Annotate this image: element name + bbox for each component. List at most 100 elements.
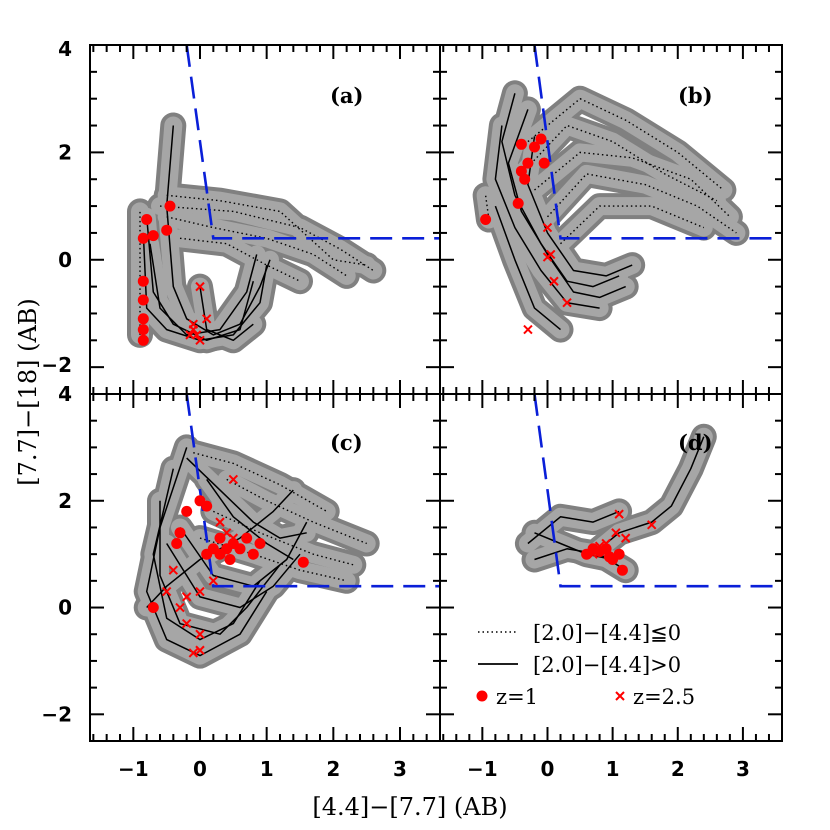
panel-c: (c)	[89, 393, 441, 742]
y-tick-label: 4	[58, 382, 72, 406]
z1-marker	[214, 532, 226, 544]
z1-marker	[254, 538, 266, 549]
z1-marker	[512, 197, 524, 209]
legend-dotted-label: [2.0]−[4.4]≦0	[533, 621, 681, 645]
dotted-track-4	[546, 173, 737, 234]
x-tick-label: −1	[118, 757, 149, 781]
z1-marker	[164, 200, 176, 212]
z1-marker	[522, 157, 534, 169]
tick-labels: −1 0 1 2 3 −1 0 1 2 3 −2 0 2 4 −2 0 2 4	[41, 37, 750, 781]
z25-marker-stroke	[620, 533, 631, 543]
legend: [2.0]−[4.4]≦0 [2.0]−[4.4]>0 z=1 z=2.5	[476, 621, 695, 709]
z25-marker	[620, 533, 631, 543]
x-tick-label: 0	[541, 757, 555, 781]
selection-wedge-line	[533, 394, 782, 588]
z1-marker	[137, 324, 149, 336]
z25-marker	[195, 281, 205, 292]
z25-marker	[614, 509, 624, 519]
z25-marker-stroke	[161, 586, 172, 597]
z1-marker	[137, 232, 149, 244]
panel-c-data	[133, 394, 440, 669]
solid-track-2	[507, 109, 626, 299]
panel-d-data	[514, 394, 782, 588]
z1-marker	[141, 214, 153, 225]
panel-d-frame	[439, 393, 783, 742]
z25-marker	[523, 324, 533, 335]
solid-track-4	[149, 243, 258, 336]
legend-z1-marker	[476, 690, 488, 702]
y-axis-title: [7.7]−[18] (AB)	[14, 298, 42, 486]
panel-d-ticks	[440, 393, 783, 742]
panel-a-data	[127, 45, 440, 354]
panel-a: (a)	[89, 44, 441, 395]
panel-c-ticks	[90, 393, 441, 742]
z25-marker-stroke	[195, 645, 205, 655]
z1-marker	[234, 543, 246, 555]
dotted-track-1	[226, 478, 367, 545]
panel-d-label: (d)	[678, 430, 713, 455]
z25-marker-stroke	[191, 330, 202, 340]
z1-marker	[613, 548, 625, 560]
z25-marker	[161, 586, 172, 597]
z25-marker-stroke	[208, 576, 219, 586]
y-tick-label: 2	[58, 489, 72, 513]
dotted-track-5	[560, 205, 705, 245]
y-tick-label: 2	[58, 140, 72, 164]
solid-track-3	[494, 125, 600, 309]
z25-marker-stroke	[614, 509, 624, 519]
z25-marker-stroke	[611, 528, 621, 538]
z25-marker-stroke	[546, 249, 556, 260]
z25-marker-stroke	[188, 324, 199, 335]
z25-marker-stroke	[542, 222, 553, 233]
z25-marker-stroke	[181, 592, 192, 602]
dotted-track-3	[166, 216, 348, 277]
z25-marker	[611, 528, 621, 538]
z1-marker	[247, 548, 259, 560]
y-tick-label: −2	[41, 353, 72, 377]
z1-marker	[603, 551, 615, 563]
z1-marker	[161, 224, 173, 236]
z25-marker	[201, 314, 212, 324]
z25-marker	[549, 276, 559, 286]
solid-track-1	[165, 125, 271, 336]
legend-z25-marker	[615, 691, 625, 701]
panel-d: (d)	[439, 393, 783, 742]
x-tick-label: 1	[260, 757, 274, 781]
x-tick-label: 2	[671, 757, 685, 781]
panel-b-ticks	[440, 44, 783, 395]
solid-track-2	[527, 510, 620, 545]
z1-marker	[529, 141, 540, 153]
panel-b-label: (b)	[678, 83, 713, 108]
z25-marker-stroke	[175, 602, 185, 613]
z25-marker	[175, 602, 185, 613]
x-tick-label: −1	[467, 757, 498, 781]
z25-marker-stroke	[215, 517, 225, 527]
z25-marker	[562, 298, 572, 308]
z1-marker	[535, 133, 547, 145]
z1-marker	[137, 275, 149, 287]
z1-marker	[174, 527, 186, 539]
z25-marker	[195, 335, 205, 346]
x-tick-label: 0	[193, 757, 207, 781]
z25-marker	[195, 645, 205, 655]
z25-marker	[208, 576, 219, 586]
z25-marker	[195, 629, 205, 639]
z25-marker-stroke	[181, 618, 192, 629]
dotted-track-4	[179, 237, 301, 282]
z25-marker	[188, 648, 199, 658]
z25-marker-stroke	[549, 276, 559, 286]
solid-track-1	[592, 436, 705, 555]
selection-wedge-line	[185, 45, 440, 240]
z25-marker	[542, 222, 553, 233]
z1-marker	[181, 505, 193, 517]
z1-marker	[137, 334, 149, 346]
y-tick-label: −2	[41, 702, 72, 726]
z25-marker-stroke	[195, 335, 205, 346]
z1-marker	[137, 294, 149, 306]
z1-marker	[171, 538, 183, 549]
z1-marker	[147, 230, 159, 242]
solid-track-5	[166, 543, 301, 609]
legend-z25-label: z=2.5	[633, 685, 695, 709]
x-tick-label: 1	[606, 757, 620, 781]
z25-marker	[191, 330, 202, 340]
